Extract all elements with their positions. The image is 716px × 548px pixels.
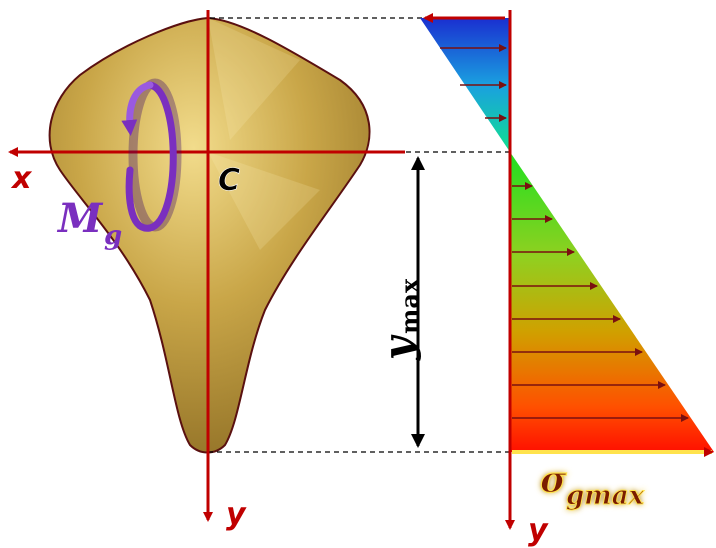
tension-stress-region — [510, 152, 714, 452]
section-sheen — [208, 18, 320, 250]
sigma-max-label: σ gmax — [539, 458, 645, 511]
y-axis-diagram-label: y — [528, 513, 549, 548]
svg-text:g: g — [104, 221, 122, 251]
ymax-label: y max — [375, 278, 424, 361]
y-axis-section-label: y — [226, 497, 247, 532]
compression-arrows — [440, 44, 507, 122]
curved-rotation-arrow-icon — [121, 78, 182, 232]
svg-text:y: y — [375, 334, 422, 361]
tension-arrows — [512, 182, 689, 422]
svg-text:σ: σ — [540, 459, 567, 501]
x-axis-label: x — [10, 161, 33, 196]
centroid-label: C — [218, 163, 240, 198]
svg-text:M: M — [56, 195, 104, 242]
moment-label: M g — [56, 195, 122, 251]
svg-text:max: max — [395, 278, 424, 334]
svg-text:gmax: gmax — [566, 481, 645, 511]
